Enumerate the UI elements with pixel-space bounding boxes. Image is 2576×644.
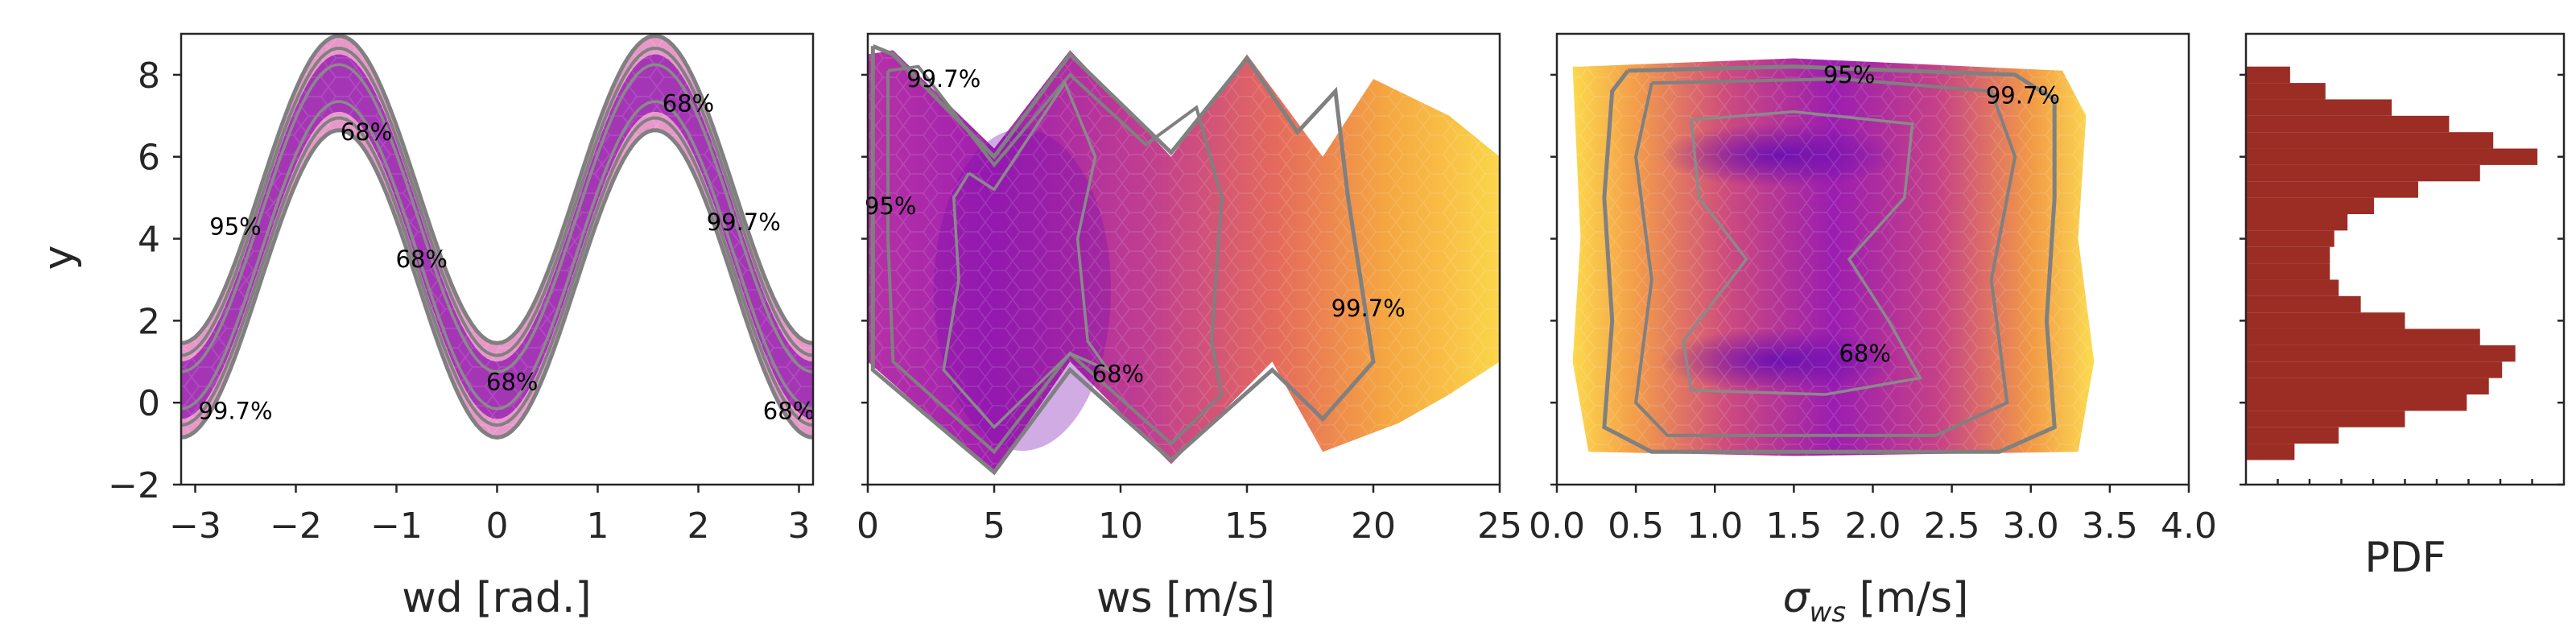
contour-label: 99.7%	[1986, 81, 2060, 109]
contour-label: 99.7%	[1331, 295, 1406, 322]
contour-label: 68%	[396, 246, 448, 273]
x-tick-label: 2.5	[1924, 506, 1980, 547]
histogram-bar	[2246, 394, 2467, 411]
wd-x-axis-label: wd [rad.]	[402, 574, 591, 622]
panel-pdf: PDF	[2240, 32, 2566, 582]
x-tick-label: −2	[270, 506, 322, 547]
x-tick-label: 3.0	[2003, 506, 2059, 547]
sigma-contour-99.7	[1602, 64, 2057, 454]
x-tick-label: 1.5	[1765, 506, 1822, 547]
sigma-x-axis-label: σws [m/s]	[1783, 574, 1969, 629]
histogram-bar	[2246, 361, 2503, 378]
ws-contour-99.7	[870, 43, 1376, 476]
y-tick-label: −2	[108, 465, 160, 506]
histogram-bar	[2246, 181, 2418, 198]
contour-label: 99.7%	[906, 65, 980, 93]
x-tick-label: 1.0	[1686, 506, 1743, 547]
x-tick-label: 4.0	[2161, 506, 2217, 547]
contour-label: 95%	[1823, 61, 1875, 89]
histogram-bar	[2246, 263, 2330, 280]
y-axis-label: y	[35, 246, 83, 270]
sigma-contour-68	[1682, 109, 1923, 396]
histogram-bar	[2246, 99, 2392, 116]
x-tick-label: −3	[169, 506, 221, 547]
contour-label: 68%	[763, 397, 815, 424]
histogram-bar	[2246, 214, 2348, 231]
x-tick-label: 10	[1098, 506, 1143, 547]
histogram-bar	[2246, 66, 2290, 84]
x-tick-label: −1	[370, 506, 423, 547]
panel-sigma-ws: 95%99.7%68% 0.0 0.5 1.0 1.5 2.0 2.5 3.0 3.5 4.0 …	[1529, 32, 2217, 629]
wd-contour-95-lower	[181, 116, 813, 427]
x-tick-label: 15	[1224, 506, 1269, 547]
contour-label: 68%	[341, 118, 392, 146]
contour-label: 68%	[1839, 340, 1890, 367]
x-tick-label: 0.0	[1529, 506, 1585, 547]
sigma-hexbin-texture	[1572, 58, 2095, 456]
ws-x-axis-label: ws [m/s]	[1096, 574, 1275, 622]
pdf-x-axis-label: PDF	[2364, 534, 2446, 582]
histogram-bar	[2246, 132, 2494, 149]
wd-contour-99.7	[181, 34, 813, 345]
panel-ws: 99.7% 95% 99.7% 68% 0 5 10 15 20 25 ws [m/s]	[857, 32, 1522, 622]
x-tick-label: 3.5	[2082, 506, 2138, 547]
histogram-bar	[2246, 246, 2330, 264]
contour-label: 99.7%	[707, 208, 781, 236]
x-tick-label: 20	[1351, 506, 1396, 547]
histogram-bar	[2246, 279, 2339, 296]
contour-label: 68%	[663, 90, 714, 118]
wd-contour-95	[181, 46, 813, 357]
ws-contour-95	[886, 64, 1224, 455]
x-tick-label: 5	[983, 506, 1005, 547]
ws-hexbin-texture	[868, 50, 1500, 473]
histogram-bar	[2246, 312, 2405, 329]
contour-label: 99.7%	[198, 397, 272, 424]
ws-contour-68	[942, 80, 1113, 430]
x-tick-label: 0	[857, 506, 879, 547]
x-tick-label: 3	[788, 506, 811, 547]
x-tick-label: 25	[1477, 506, 1522, 547]
histogram-bar	[2246, 345, 2516, 362]
ws-axes-frame	[866, 32, 1501, 486]
y-tick-label: 0	[138, 383, 160, 424]
y-tick-label: 6	[138, 138, 160, 179]
y-tick-label: 4	[138, 220, 160, 261]
contour-label: 95%	[865, 192, 916, 220]
wd-hexbin-texture	[181, 34, 813, 440]
wd-contour-68	[181, 63, 813, 374]
histogram-bar	[2246, 295, 2361, 313]
wd-contour-68-lower	[181, 100, 813, 411]
x-tick-label: 2	[687, 506, 710, 547]
histogram-bar	[2246, 328, 2480, 345]
histogram-bar	[2246, 444, 2295, 460]
x-tick-label: 0	[486, 506, 509, 547]
histogram-bar	[2246, 115, 2450, 133]
histogram-bar	[2246, 427, 2339, 444]
histogram-bar	[2246, 164, 2480, 182]
wd-contour-99.7-lower	[181, 128, 813, 440]
contour-label: 95%	[209, 213, 261, 240]
contour-label: 68%	[486, 369, 538, 396]
histogram-bar	[2246, 83, 2326, 100]
sigma-contour-95	[1633, 76, 2017, 437]
histogram-bar	[2246, 148, 2538, 165]
x-tick-label: 1	[587, 506, 609, 547]
y-tick-label: 8	[138, 56, 160, 97]
y-tick-label: 2	[138, 301, 160, 342]
histogram-bar	[2246, 197, 2375, 214]
contour-label: 68%	[1092, 361, 1144, 388]
histogram-bar	[2246, 378, 2489, 394]
x-tick-label: 0.5	[1608, 506, 1664, 547]
x-tick-label: 2.0	[1845, 506, 1901, 547]
histogram-bar	[2246, 411, 2405, 427]
histogram-bar	[2246, 230, 2334, 247]
